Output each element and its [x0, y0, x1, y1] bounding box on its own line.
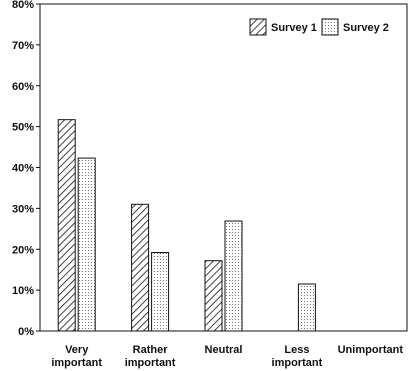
y-tick-label: 70% [12, 40, 34, 52]
y-tick-label: 40% [12, 163, 34, 175]
bar-1-1 [57, 119, 76, 332]
x-category-label: Unimportant [338, 344, 404, 356]
bar-2-4 [297, 283, 316, 332]
y-tick-label: 10% [12, 285, 34, 297]
legend-label-1: Survey 1 [271, 22, 317, 34]
y-tick-label: 80% [12, 0, 34, 11]
bar-2-3 [224, 220, 243, 332]
legend-swatch-1 [249, 18, 267, 36]
x-category-label: important [51, 357, 102, 369]
bar-1-2 [131, 203, 150, 332]
legend-swatch-2 [321, 18, 339, 36]
y-tick-label: 30% [12, 203, 34, 215]
bar-2-1 [77, 157, 96, 332]
bar-1-3 [204, 260, 223, 332]
x-category-label: Very [65, 344, 89, 356]
x-category-label: Neutral [205, 344, 243, 356]
x-category-label: Rather [133, 344, 169, 356]
y-tick-label: 50% [12, 122, 34, 134]
x-category-label: important [272, 357, 323, 369]
x-category-label: Less [284, 344, 309, 356]
y-tick-label: 60% [12, 81, 34, 93]
bar-2-2 [151, 252, 170, 332]
legend-label-2: Survey 2 [343, 22, 389, 34]
x-category-label: important [125, 357, 176, 369]
y-tick-label: 20% [12, 244, 34, 256]
y-tick-label: 0% [18, 326, 34, 338]
